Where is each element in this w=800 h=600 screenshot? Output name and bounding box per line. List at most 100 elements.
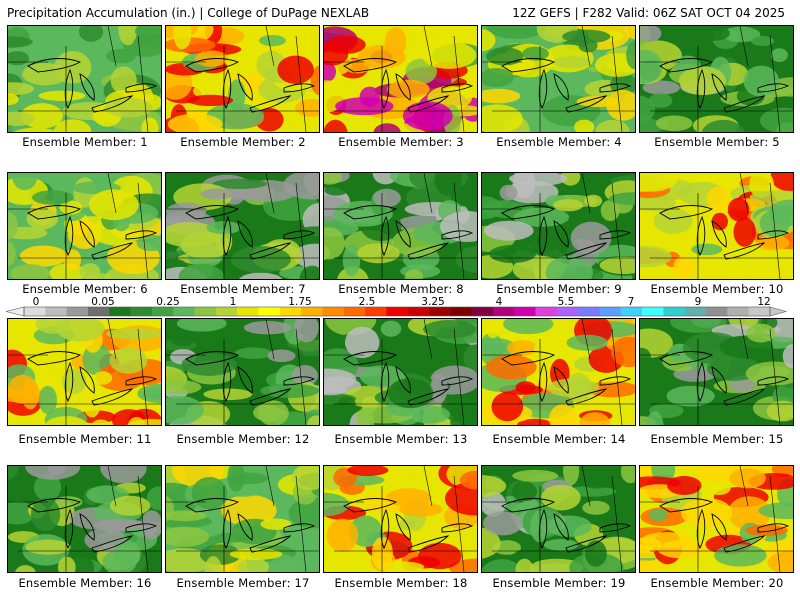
colorbar-tick-label: 0.25 [156, 296, 180, 308]
colorbar-tick-label: 12 [757, 296, 771, 308]
colorbar-tick-label: 2.5 [358, 296, 376, 308]
colorbar-border [23, 306, 771, 317]
colorbar-swatch [258, 307, 281, 316]
colorbar-swatch [237, 307, 259, 316]
ensemble-member-caption: Ensemble Member: 14 [492, 432, 626, 446]
ensemble-member-caption: Ensemble Member: 6 [22, 282, 148, 296]
ensemble-member-caption: Ensemble Member: 4 [496, 135, 622, 149]
colorbar-right-arrow [769, 306, 788, 317]
precip-map [324, 26, 477, 132]
precip-map [166, 466, 319, 572]
colorbar-swatch [301, 307, 323, 316]
precip-map [324, 319, 477, 425]
precip-colorbar [5, 306, 788, 317]
ensemble-map-panel [639, 465, 794, 573]
ensemble-map-panel [165, 318, 320, 426]
colorbar-swatch [492, 307, 515, 316]
colorbar-swatch [87, 307, 110, 316]
precip-map [8, 26, 161, 132]
colorbar-swatch [66, 307, 89, 316]
colorbar-swatch [322, 307, 345, 316]
colorbar-swatch [279, 307, 302, 316]
precip-map [640, 319, 793, 425]
colorbar-swatch [45, 307, 67, 316]
colorbar-swatch [471, 307, 494, 316]
colorbar-swatch [407, 307, 430, 316]
colorbar-swatch [535, 307, 558, 316]
precip-map [640, 466, 793, 572]
ensemble-member-caption: Ensemble Member: 15 [650, 432, 784, 446]
colorbar-swatch [663, 307, 686, 316]
precip-map [324, 173, 477, 279]
ensemble-map-panel [323, 318, 478, 426]
ensemble-member-caption: Ensemble Member: 19 [492, 576, 626, 590]
ensemble-member-caption: Ensemble Member: 13 [334, 432, 468, 446]
precip-map [482, 173, 635, 279]
colorbar-swatch [556, 307, 579, 316]
colorbar-swatch [130, 307, 153, 316]
colorbar-swatch [215, 307, 238, 316]
colorbar-swatch [748, 307, 771, 316]
colorbar-swatch [514, 307, 536, 316]
colorbar-tick-label: 5.5 [557, 296, 575, 308]
ensemble-map-panel [639, 318, 794, 426]
colorbar-swatch [684, 307, 707, 316]
colorbar-swatch [343, 307, 366, 316]
colorbar-swatch [194, 307, 217, 316]
ensemble-member-caption: Ensemble Member: 9 [496, 282, 622, 296]
ensemble-member-caption: Ensemble Member: 20 [650, 576, 784, 590]
precip-map [482, 26, 635, 132]
ensemble-member-caption: Ensemble Member: 17 [176, 576, 310, 590]
precip-map [8, 466, 161, 572]
colorbar-swatch [450, 307, 472, 316]
colorbar-tick-label: 3.25 [421, 296, 445, 308]
colorbar-swatch [706, 307, 728, 316]
precip-map [640, 26, 793, 132]
precip-map [482, 319, 635, 425]
colorbar-swatch [151, 307, 174, 316]
ensemble-map-panel [639, 172, 794, 280]
ensemble-map-panel [165, 465, 320, 573]
ensemble-member-caption: Ensemble Member: 12 [176, 432, 310, 446]
ensemble-member-caption: Ensemble Member: 16 [18, 576, 152, 590]
colorbar-tick-label: 9 [694, 296, 702, 308]
ensemble-map-panel [639, 25, 794, 133]
colorbar-swatch [365, 307, 387, 316]
ensemble-member-caption: Ensemble Member: 8 [338, 282, 464, 296]
precip-map [640, 173, 793, 279]
colorbar-swatch [173, 307, 195, 316]
ensemble-member-caption: Ensemble Member: 18 [334, 576, 468, 590]
precip-map [482, 466, 635, 572]
ensemble-member-caption: Ensemble Member: 5 [654, 135, 780, 149]
colorbar-swatch [599, 307, 622, 316]
colorbar-tick-label: 0 [32, 296, 40, 308]
ensemble-member-caption: Ensemble Member: 3 [338, 135, 464, 149]
colorbar-swatch [428, 307, 451, 316]
colorbar-swatch [727, 307, 749, 316]
precip-map [166, 319, 319, 425]
colorbar-tick-label: 4 [495, 296, 503, 308]
colorbar-labels: 0 0.05 0.25 1 1.75 2.5 3.25 4 5.5 7 9 12 [0, 296, 800, 308]
colorbar-swatch [642, 307, 664, 316]
ensemble-map-panel [7, 172, 162, 280]
colorbar-swatch [386, 307, 408, 316]
colorbar-swatch [109, 307, 131, 316]
ensemble-map-panel [323, 465, 478, 573]
ensemble-map-panel [7, 318, 162, 426]
ensemble-map-panel [481, 25, 636, 133]
ensemble-map-panel [7, 465, 162, 573]
precip-map [166, 26, 319, 132]
valid-time-label: 12Z GEFS | F282 Valid: 06Z SAT OCT 04 20… [512, 6, 785, 20]
precip-map [166, 173, 319, 279]
colorbar-swatch [620, 307, 643, 316]
chart-title: Precipitation Accumulation (in.) | Colle… [7, 6, 370, 20]
ensemble-map-panel [481, 318, 636, 426]
ensemble-map-panel [165, 172, 320, 280]
ensemble-map-panel [7, 25, 162, 133]
precip-map [8, 319, 161, 425]
ensemble-map-panel [481, 465, 636, 573]
ensemble-map-panel [165, 25, 320, 133]
colorbar-tick-label: 1.75 [288, 296, 312, 308]
ensemble-member-caption: Ensemble Member: 7 [180, 282, 306, 296]
ensemble-map-panel [323, 25, 478, 133]
